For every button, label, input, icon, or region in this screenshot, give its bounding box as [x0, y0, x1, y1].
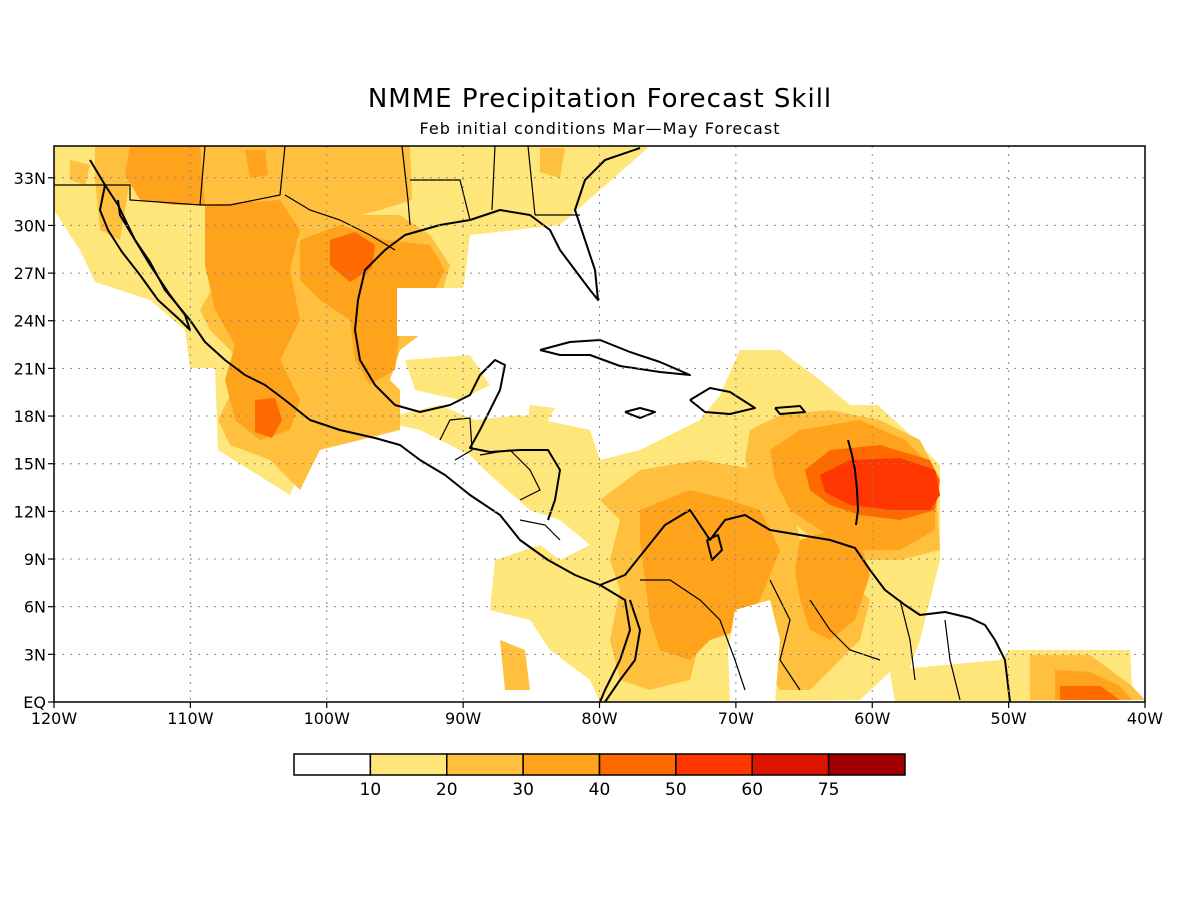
- x-tick-label: 110W: [167, 709, 214, 728]
- y-tick-label: 18N: [14, 407, 46, 426]
- colorbar-swatch: [522, 753, 601, 776]
- borders: [54, 146, 961, 701]
- colorbar-label: 30: [512, 780, 534, 800]
- colorbar-swatch: [827, 753, 906, 776]
- map-grid: [54, 146, 1145, 702]
- skill-shading: [54, 146, 1145, 702]
- colorbar-label: 75: [818, 780, 840, 800]
- colorbar-label: 60: [741, 780, 763, 800]
- map-title: NMME Precipitation Forecast Skill: [367, 84, 833, 114]
- colorbar-swatch: [293, 753, 372, 776]
- colorbar-swatch: [598, 753, 677, 776]
- colorbar-swatch: [675, 753, 753, 776]
- colorbar-labels: 10 20 30 40 50 60 75: [360, 780, 840, 800]
- x-tick-label: 40W: [1127, 709, 1163, 728]
- y-tick-label: 12N: [14, 502, 46, 521]
- map-subtitle: Feb initial conditions Mar—May Forecast: [419, 119, 781, 138]
- coastlines: [89, 147, 1011, 702]
- x-axis: 120W 110W 100W 90W 80W 70W 60W 50W 40W: [31, 702, 1163, 728]
- no-skill-areas: [397, 288, 895, 702]
- y-tick-label: 6N: [24, 598, 46, 617]
- colorbar-label: 50: [665, 780, 687, 800]
- x-tick-label: 120W: [31, 709, 78, 728]
- colorbar-swatch: [446, 753, 524, 776]
- x-tick-label: 80W: [581, 709, 617, 728]
- y-tick-label: 15N: [14, 455, 46, 474]
- x-tick-label: 100W: [304, 709, 351, 728]
- y-tick-label: 3N: [24, 645, 46, 664]
- x-tick-label: 50W: [991, 709, 1027, 728]
- y-tick-label: EQ: [23, 693, 46, 712]
- x-tick-label: 70W: [718, 709, 754, 728]
- y-tick-label: 30N: [14, 216, 46, 235]
- colorbar-legend: [293, 753, 906, 776]
- y-tick-label: 9N: [24, 550, 46, 569]
- colorbar-swatch: [369, 753, 448, 776]
- colorbar-swatch: [751, 753, 830, 776]
- skill-level-50-60: [820, 458, 940, 510]
- y-tick-label: 33N: [14, 169, 46, 188]
- y-tick-label: 21N: [14, 359, 46, 378]
- x-tick-label: 90W: [445, 709, 481, 728]
- colorbar-label: 40: [589, 780, 611, 800]
- y-axis: EQ 3N 6N 9N 12N 15N 18N 21N 24N 27N 30N 33N: [14, 169, 54, 712]
- colorbar-label: 10: [360, 780, 382, 800]
- y-tick-label: 24N: [14, 312, 46, 331]
- y-tick-label: 27N: [14, 264, 46, 283]
- x-tick-label: 60W: [854, 709, 890, 728]
- colorbar-label: 20: [436, 780, 458, 800]
